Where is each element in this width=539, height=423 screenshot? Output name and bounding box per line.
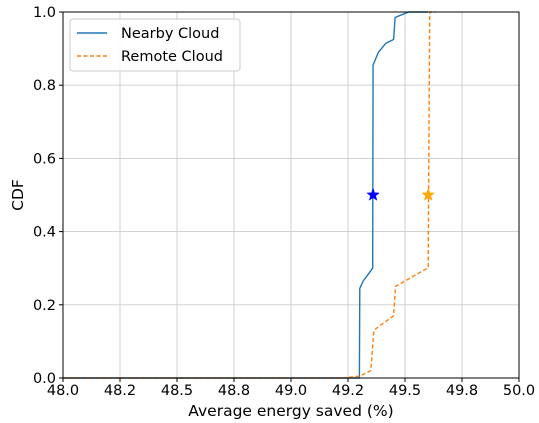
median-markers bbox=[366, 187, 436, 201]
legend-label-nearby-cloud: Nearby Cloud bbox=[121, 26, 219, 42]
x-tick-label: 48.5 bbox=[161, 383, 193, 399]
x-axis: 48.0 48.2 48.5 48.8 49.0 49.2 49.5 49.8 50.0 bbox=[47, 378, 535, 399]
y-axis: 0.0 0.2 0.4 0.6 0.8 1.0 bbox=[33, 5, 63, 387]
y-tick-label: 0.6 bbox=[33, 151, 56, 167]
x-axis-title: Average energy saved (%) bbox=[188, 402, 393, 420]
median-star-remote-cloud bbox=[421, 187, 436, 201]
x-tick-label: 49.5 bbox=[389, 383, 421, 399]
y-axis-title: CDF bbox=[9, 179, 27, 211]
legend-box bbox=[69, 18, 241, 72]
legend-label-remote-cloud: Remote Cloud bbox=[121, 49, 223, 65]
x-tick-label: 48.8 bbox=[218, 383, 250, 399]
y-tick-label: 0.0 bbox=[33, 371, 56, 387]
y-tick-label: 1.0 bbox=[33, 5, 56, 21]
x-tick-label: 49.2 bbox=[332, 383, 364, 399]
x-tick-label: 48.2 bbox=[104, 383, 136, 399]
y-tick-label: 0.4 bbox=[33, 225, 56, 241]
y-tick-label: 0.2 bbox=[33, 298, 56, 314]
y-tick-label: 0.8 bbox=[33, 78, 56, 94]
median-star-nearby-cloud bbox=[366, 187, 380, 201]
x-tick-label: 48.0 bbox=[47, 383, 79, 399]
legend: Nearby Cloud Remote Cloud bbox=[69, 18, 241, 72]
x-tick-label: 49.8 bbox=[446, 383, 478, 399]
series-layer bbox=[63, 11, 436, 379]
x-tick-label: 49.0 bbox=[275, 383, 307, 399]
x-tick-label: 50.0 bbox=[503, 383, 535, 399]
grid bbox=[62, 11, 520, 379]
series-line-nearby-cloud bbox=[63, 11, 428, 379]
